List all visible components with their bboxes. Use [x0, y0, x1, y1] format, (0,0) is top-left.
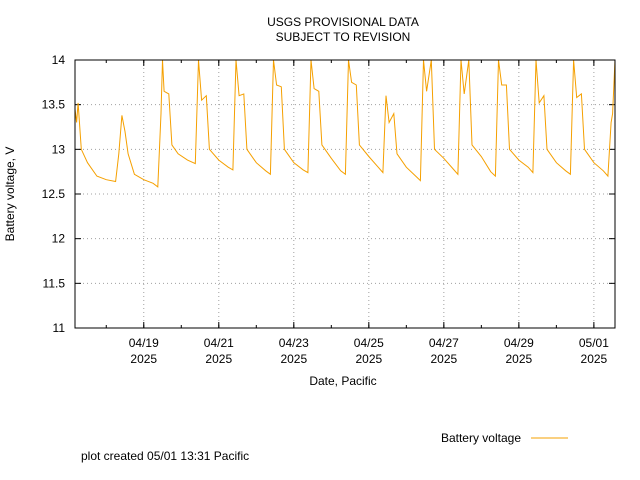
x-tick-label: 04/25 — [354, 336, 384, 350]
x-tick-label: 04/19 — [129, 336, 159, 350]
x-tick-label: 04/21 — [204, 336, 234, 350]
y-tick-label: 12.5 — [42, 187, 66, 201]
x-tick-year-label: 2025 — [205, 352, 232, 366]
y-tick-label: 12 — [52, 232, 66, 246]
y-tick-label: 13.5 — [42, 98, 66, 112]
chart-title-line-2: SUBJECT TO REVISION — [276, 30, 411, 44]
x-tick-label: 04/27 — [429, 336, 459, 350]
x-tick-year-label: 2025 — [581, 352, 608, 366]
y-tick-label: 14 — [52, 53, 66, 67]
plot-frame — [74, 59, 616, 329]
y-tick-label: 11.5 — [43, 276, 66, 290]
x-tick-year-label: 2025 — [130, 352, 157, 366]
x-tick-label: 05/01 — [579, 336, 609, 350]
x-tick-label: 04/23 — [279, 336, 309, 350]
plot-created-footnote: plot created 05/01 13:31 Pacific — [81, 449, 249, 463]
legend-entry-label: Battery voltage — [441, 431, 521, 445]
x-axis: 04/19 2025 04/21 2025 04/23 2025 04/25 2025 04/2… — [105, 60, 609, 366]
x-tick-year-label: 2025 — [280, 352, 307, 366]
legend: Battery voltage — [441, 431, 568, 445]
x-tick-year-label: 2025 — [506, 352, 533, 366]
x-tick-year-label: 2025 — [430, 352, 457, 366]
y-axis-label: Battery voltage, V — [3, 147, 17, 242]
grid-lines — [75, 60, 615, 328]
x-tick-label: 04/29 — [504, 336, 534, 350]
chart-title-line-1: USGS PROVISIONAL DATA — [267, 15, 419, 29]
y-axis: 11 11.5 12 12.5 13 13.5 14 — [42, 53, 615, 335]
x-axis-label: Date, Pacific — [309, 374, 376, 388]
x-tick-year-label: 2025 — [355, 352, 382, 366]
y-tick-label: 13 — [52, 142, 66, 156]
y-tick-label: 11 — [53, 321, 66, 335]
battery-voltage-series-line — [74, 59, 616, 188]
